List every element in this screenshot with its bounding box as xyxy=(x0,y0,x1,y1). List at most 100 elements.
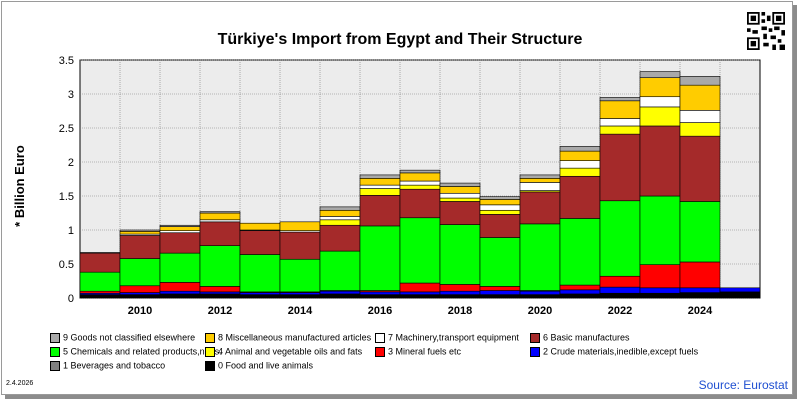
bar-segment xyxy=(159,232,201,254)
legend-swatch xyxy=(375,332,385,343)
bar-segment xyxy=(279,231,321,260)
bar-segment xyxy=(679,122,721,137)
legend-label: 8 Miscellaneous manufactured articles xyxy=(218,332,372,343)
bar-segment xyxy=(679,261,721,289)
bar-segment xyxy=(599,292,641,299)
bar-segment xyxy=(479,196,521,200)
y-tick-label: 1.5 xyxy=(59,191,74,203)
bar-segment xyxy=(559,146,601,152)
bar-segment xyxy=(319,216,361,221)
bar-segment xyxy=(639,125,681,197)
bar-segment xyxy=(359,174,401,179)
bar-segment xyxy=(439,192,481,199)
bar-segment xyxy=(319,209,361,217)
bar-segment xyxy=(439,182,481,187)
bar-segment xyxy=(559,293,601,299)
chart-title: Türkiye's Import from Egypt and Their St… xyxy=(217,31,583,48)
bar-segment xyxy=(519,290,561,295)
x-tick-label: 2024 xyxy=(688,305,713,317)
bar-segment xyxy=(599,133,641,202)
bars-layer xyxy=(79,71,761,299)
y-tick-label: 3 xyxy=(68,89,74,101)
y-tick-label: 2 xyxy=(68,157,74,169)
bar-segment xyxy=(399,169,441,174)
bar-segment xyxy=(79,271,121,292)
bar-segment xyxy=(639,106,681,127)
bar-segment xyxy=(719,291,761,299)
legend-item: 1 Beverages and tobacco xyxy=(50,360,165,374)
bar-segment xyxy=(479,286,521,291)
bar-segment xyxy=(359,188,401,196)
bar-segment xyxy=(119,231,161,235)
bar-segment xyxy=(559,289,601,295)
bar-segment xyxy=(519,182,561,191)
bar-segment xyxy=(359,178,401,186)
bar-segment xyxy=(239,230,281,255)
legend-item: 6 Basic manufactures xyxy=(530,332,630,346)
bar-segment xyxy=(399,188,441,219)
bar-segment xyxy=(199,291,241,295)
bar-segment xyxy=(319,206,361,211)
bar-segment xyxy=(279,221,321,231)
bar-segment xyxy=(279,258,321,293)
bar-segment xyxy=(639,264,681,289)
bar-segment xyxy=(399,180,441,186)
bar-segment xyxy=(199,221,241,246)
bar-segment xyxy=(199,286,241,293)
bar-segment xyxy=(399,294,441,299)
bar-segment xyxy=(679,135,721,202)
bar-segment xyxy=(639,195,681,265)
bar-segment xyxy=(319,290,361,295)
legend-label: 3 Mineral fuels etc xyxy=(388,346,462,357)
x-tick-label: 2022 xyxy=(608,305,632,317)
bar-segment xyxy=(359,184,401,189)
bar-segment xyxy=(119,258,161,287)
bar-segment xyxy=(679,84,721,111)
bar-segment xyxy=(479,209,521,215)
bar-segment xyxy=(599,286,641,294)
legend-swatch xyxy=(205,346,215,357)
bar-segment xyxy=(439,284,481,292)
bar-segment xyxy=(399,172,441,182)
bar-segment xyxy=(319,224,361,252)
bar-segment xyxy=(79,290,121,294)
bar-segment xyxy=(279,292,321,295)
bar-segment xyxy=(479,290,521,295)
bar-segment xyxy=(119,285,161,293)
legend-label: 4 Animal and vegetable oils and fats xyxy=(218,346,363,357)
legend-label: 0 Food and live animals xyxy=(218,360,314,371)
x-tick-label: 2014 xyxy=(288,305,313,317)
bar-segment xyxy=(119,294,161,299)
x-tick-label: 2010 xyxy=(128,305,152,317)
bar-segment xyxy=(359,195,401,227)
legend-item: 7 Machinery,transport equipment xyxy=(375,332,519,346)
bar-segment xyxy=(639,71,681,78)
bar-segment xyxy=(639,77,681,98)
bar-segment xyxy=(159,282,201,292)
bar-segment xyxy=(559,175,601,219)
bar-segment xyxy=(199,212,241,221)
bar-segment xyxy=(79,294,121,299)
bar-segment xyxy=(239,294,281,299)
legend-swatch xyxy=(530,332,540,343)
bar-segment xyxy=(199,293,241,299)
bar-segment xyxy=(239,222,281,231)
bar-segment xyxy=(599,275,641,288)
legend-item: 3 Mineral fuels etc xyxy=(375,346,461,360)
y-tick-label: 2.5 xyxy=(59,123,74,135)
bar-segment xyxy=(559,167,601,177)
bar-segment xyxy=(199,245,241,287)
legend-swatch xyxy=(50,360,60,371)
legend-label: 6 Basic manufactures xyxy=(543,332,630,343)
legend-item: 8 Miscellaneous manufactured articles xyxy=(205,332,371,346)
bar-segment xyxy=(439,186,481,194)
bar-segment xyxy=(119,235,161,259)
x-tick-label: 2012 xyxy=(208,305,232,317)
bar-segment xyxy=(399,291,441,295)
bar-segment xyxy=(119,292,161,295)
bar-segment xyxy=(439,290,481,295)
bar-segment xyxy=(479,237,521,287)
bar-segment xyxy=(159,224,201,227)
bar-segment xyxy=(399,282,441,293)
